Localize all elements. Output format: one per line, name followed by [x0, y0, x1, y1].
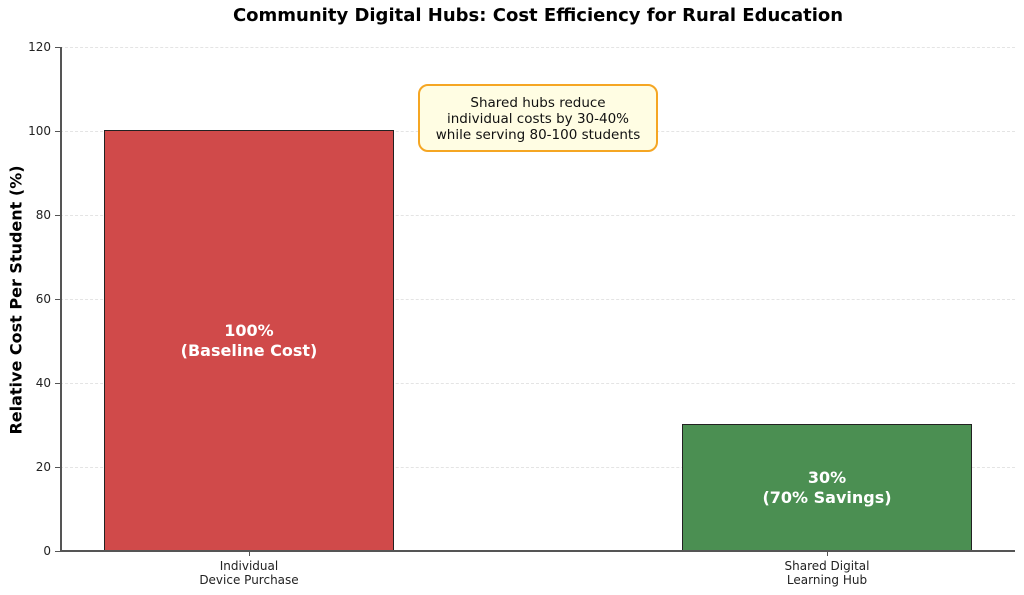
- x-tick-label-line: Individual: [219, 559, 279, 573]
- gridline-60: [60, 299, 1015, 300]
- annotation-line: while serving 80-100 students: [435, 127, 641, 143]
- bar-value: 30%: [807, 467, 847, 487]
- annotation-box: Shared hubs reduce individual costs by 3…: [418, 84, 658, 152]
- y-tick-label: 40: [35, 376, 51, 390]
- plot-area: 120 100 80 60 40 20 0 100% (Baseline Cos…: [28, 40, 1015, 587]
- x-tick-label-line: Learning Hub: [786, 573, 868, 587]
- y-tick-label: 100: [28, 124, 51, 138]
- bar-individual-device-purchase: 100% (Baseline Cost): [104, 130, 394, 551]
- x-tick-label-individual: Individual Device Purchase: [149, 559, 349, 587]
- y-tick: [55, 299, 60, 300]
- y-tick: [55, 467, 60, 468]
- bar-value-label: 30% (70% Savings): [683, 468, 971, 508]
- bar-shared-digital-learning-hub: 30% (70% Savings): [682, 424, 972, 551]
- y-tick-label: 20: [35, 460, 51, 474]
- bar-value-label: 100% (Baseline Cost): [105, 321, 393, 361]
- y-tick-label: 60: [35, 292, 51, 306]
- annotation-line: Shared hubs reduce: [470, 95, 606, 111]
- y-tick: [55, 131, 60, 132]
- bar-note: (Baseline Cost): [180, 340, 318, 360]
- y-tick: [55, 383, 60, 384]
- y-tick-label: 120: [28, 40, 51, 54]
- y-tick: [55, 215, 60, 216]
- gridline-40: [60, 383, 1015, 384]
- bar-value: 100%: [224, 320, 274, 340]
- x-tick-label-line: Device Purchase: [199, 573, 299, 587]
- y-tick-label: 0: [43, 544, 51, 558]
- y-tick: [55, 551, 60, 552]
- gridline-120: [60, 47, 1015, 48]
- bar-note: (70% Savings): [762, 487, 892, 507]
- annotation-line: individual costs by 30-40%: [446, 111, 630, 127]
- gridline-20: [60, 467, 1015, 468]
- x-tick-label-line: Shared Digital: [784, 559, 870, 573]
- x-tick-label-shared: Shared Digital Learning Hub: [727, 559, 927, 587]
- y-axis-label: Relative Cost Per Student (%): [6, 165, 26, 435]
- gridline-80: [60, 215, 1015, 216]
- y-tick: [55, 47, 60, 48]
- x-axis-line: [60, 550, 1015, 552]
- chart-title: Community Digital Hubs: Cost Efficiency …: [232, 5, 844, 26]
- x-tick: [249, 551, 250, 556]
- x-tick: [827, 551, 828, 556]
- y-tick-label: 80: [35, 208, 51, 222]
- y-axis-line: [60, 47, 62, 551]
